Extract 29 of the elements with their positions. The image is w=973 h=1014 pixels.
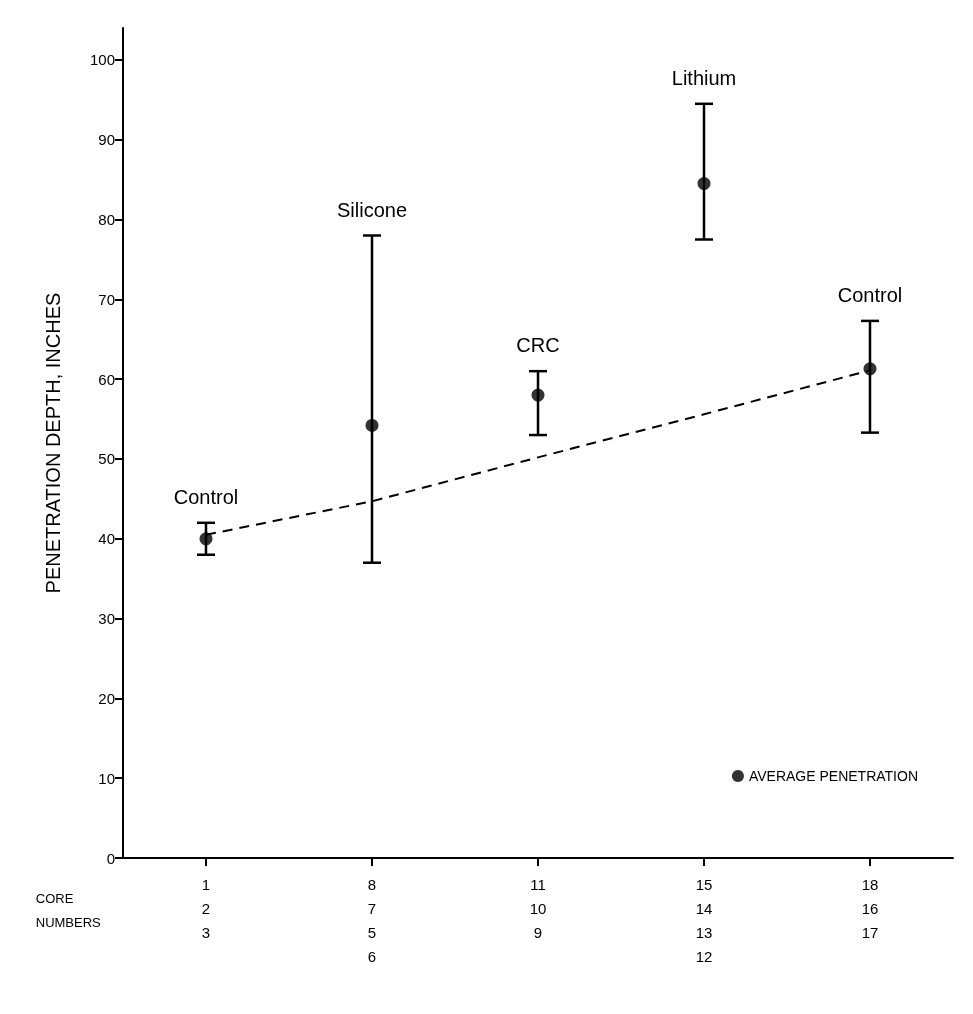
y-tick-label: 0	[106, 849, 115, 867]
point	[531, 388, 545, 402]
legend-label: AVERAGE PENETRATION	[748, 768, 919, 784]
annotation: Silicone	[336, 198, 408, 221]
x-tick-label: 11 10 9	[529, 875, 547, 941]
y-tick-label: 40	[98, 530, 115, 548]
point	[697, 177, 711, 191]
x-tick-label: 1 2 3	[201, 875, 211, 941]
y-tick-label: 70	[98, 290, 115, 308]
y-axis-title: PENETRATION DEPTH, INCHES	[42, 292, 64, 594]
y-tick-label: 80	[98, 211, 115, 229]
x-tick-label: 15 14 13 12	[695, 875, 713, 965]
y-tick-label: 90	[98, 131, 115, 149]
y-tick-label: 50	[98, 450, 115, 468]
annotation: CRC	[516, 334, 560, 357]
x-axis-title: CORE NUMBERS	[35, 890, 102, 930]
annotation: Control	[173, 485, 239, 508]
y-tick-label: 20	[98, 689, 115, 707]
annotation: Lithium	[671, 66, 737, 89]
point	[365, 418, 379, 432]
y-tick-label: 60	[98, 370, 115, 388]
x-tick-label: 18 16 17	[861, 875, 879, 941]
annotation: Control	[837, 283, 903, 306]
y-tick-label: 30	[98, 610, 115, 628]
y-tick-label: 100	[89, 51, 115, 69]
x-tick-label: 8 7 5 6	[367, 875, 377, 965]
y-tick-label: 10	[98, 769, 115, 787]
point	[199, 532, 213, 546]
point	[863, 362, 877, 376]
